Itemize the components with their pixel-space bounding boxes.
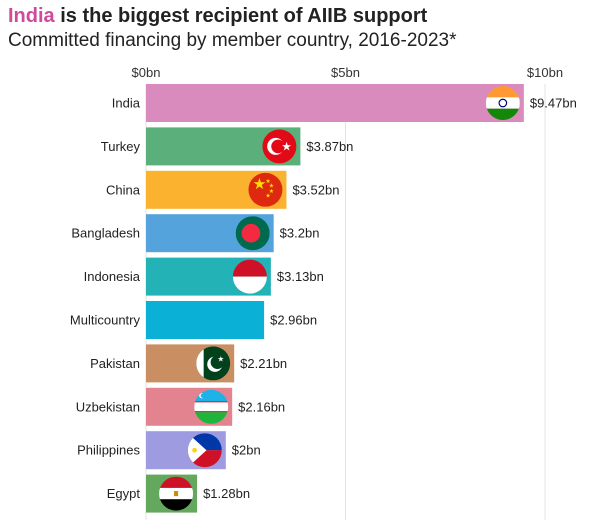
value-label: $2bn (232, 443, 261, 458)
value-label: $3.13bn (277, 269, 324, 284)
chart-subtitle: Committed financing by member country, 2… (8, 30, 457, 51)
tick-label: $10bn (527, 65, 563, 80)
uzbekistan-flag-icon (194, 389, 229, 424)
india-flag-icon (485, 86, 520, 120)
svg-text:★: ★ (269, 188, 274, 195)
svg-text:★: ★ (217, 355, 224, 364)
bar-group-uzbekistan: Uzbekistan $2.16bn (76, 387, 285, 426)
svg-text:★: ★ (265, 178, 270, 185)
category-label: Turkey (101, 139, 141, 154)
indonesia-flag-icon (232, 259, 267, 294)
category-label: Indonesia (84, 269, 141, 284)
bar-group-egypt: Egypt $1.28bn (107, 474, 250, 513)
value-label: $3.2bn (280, 226, 320, 241)
value-label: $9.47bn (530, 96, 577, 111)
svg-text:★: ★ (269, 182, 274, 189)
category-label: Multicountry (70, 313, 141, 328)
category-label: Bangladesh (71, 226, 140, 241)
category-label: Pakistan (90, 356, 140, 371)
turkey-flag-icon: ★ (262, 129, 297, 164)
title-highlight: India (8, 5, 55, 27)
bar-group-china: China $3.52bn ★★★★★ (106, 170, 339, 209)
category-label: Philippines (77, 443, 140, 458)
bar-group-india: India $9.47bn (112, 84, 577, 122)
category-label: China (106, 182, 141, 197)
egypt-flag-icon (159, 476, 194, 511)
bar-group-turkey: Turkey $3.87bn ★ (101, 127, 353, 166)
bangladesh-flag-icon (235, 216, 270, 251)
bar-group-bangladesh: Bangladesh $3.2bn (71, 214, 320, 253)
bar-group-philippines: Philippines $2bn (77, 431, 261, 470)
bar-group-indonesia: Indonesia $3.13bn (84, 257, 324, 296)
category-label: Uzbekistan (76, 399, 140, 414)
value-label: $2.21bn (240, 356, 287, 371)
chart-title: India is the biggest recipient of AIIB s… (8, 5, 427, 28)
svg-text:★: ★ (265, 192, 270, 199)
bar-group-multicountry: Multicountry $2.96bn (70, 301, 317, 339)
tick-label: $5bn (331, 65, 360, 80)
bar (146, 301, 265, 339)
china-flag-icon: ★★★★★ (248, 172, 283, 207)
value-label: $2.16bn (238, 399, 285, 414)
value-label: $3.52bn (292, 182, 339, 197)
tick-label: $0bn (132, 65, 161, 80)
category-label: India (112, 96, 141, 111)
pakistan-flag-icon: ★ (196, 346, 231, 381)
bar-group-pakistan: Pakistan $2.21bn ★ (90, 344, 287, 383)
bar (146, 84, 524, 122)
value-label: $1.28bn (203, 486, 250, 501)
category-label: Egypt (107, 486, 141, 501)
svg-text:★: ★ (281, 139, 292, 153)
title-rest: is the biggest recipient of AIIB support (54, 5, 428, 27)
value-label: $3.87bn (306, 139, 353, 154)
svg-text:★: ★ (253, 176, 267, 193)
value-label: $2.96bn (270, 313, 317, 328)
philippines-flag-icon (187, 433, 222, 468)
